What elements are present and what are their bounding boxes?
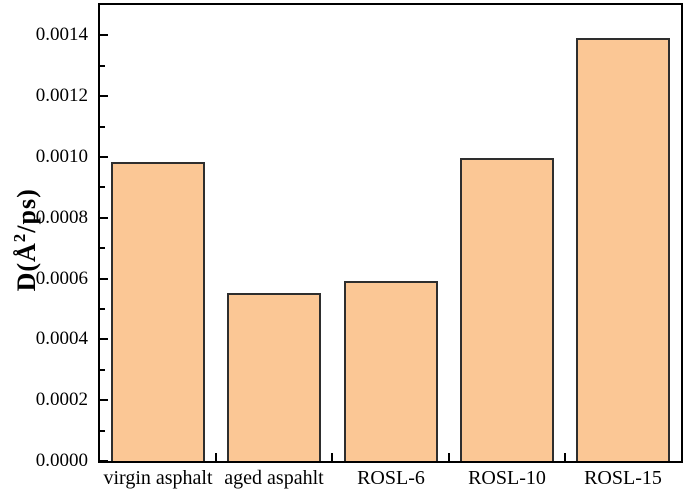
x-category-label: ROSL-6 — [357, 467, 425, 489]
y-tick-label: 0.0000 — [35, 450, 88, 471]
y-major-tick — [100, 156, 108, 158]
x-boundary-tick — [448, 453, 450, 461]
x-category-label: ROSL-15 — [584, 467, 662, 489]
y-tick-label: 0.0014 — [35, 24, 88, 45]
y-minor-tick — [100, 430, 105, 432]
bar-aged-aspahlt — [227, 293, 321, 461]
y-axis-title-superscript: 2 — [10, 232, 30, 243]
y-minor-tick — [100, 186, 105, 188]
y-tick-label: 0.0010 — [35, 146, 88, 167]
x-boundary-tick — [215, 453, 217, 461]
y-major-tick — [100, 217, 108, 219]
x-category-label: virgin asphalt — [103, 467, 213, 489]
y-major-tick — [100, 34, 108, 36]
plot-area — [98, 3, 683, 463]
y-tick-label: 0.0004 — [35, 328, 88, 349]
y-minor-tick — [100, 247, 105, 249]
bar-rosl-10 — [460, 158, 554, 461]
y-minor-tick — [100, 65, 105, 67]
x-category-label: aged aspahlt — [224, 467, 324, 489]
y-major-tick — [100, 95, 108, 97]
x-boundary-tick — [331, 453, 333, 461]
y-minor-tick — [100, 369, 105, 371]
y-major-tick — [100, 460, 108, 462]
y-tick-label: 0.0008 — [35, 207, 88, 228]
x-boundary-tick — [564, 453, 566, 461]
y-major-tick — [100, 278, 108, 280]
x-category-label: ROSL-10 — [468, 467, 546, 489]
bar-virgin-asphalt — [111, 162, 205, 461]
y-major-tick — [100, 338, 108, 340]
bar-rosl-15 — [576, 38, 670, 461]
y-major-tick — [100, 399, 108, 401]
y-minor-tick — [100, 308, 105, 310]
y-minor-tick — [100, 126, 105, 128]
y-tick-label: 0.0002 — [35, 389, 88, 410]
y-tick-label: 0.0006 — [35, 268, 88, 289]
y-tick-label: 0.0012 — [35, 85, 88, 106]
bar-rosl-6 — [344, 281, 438, 461]
